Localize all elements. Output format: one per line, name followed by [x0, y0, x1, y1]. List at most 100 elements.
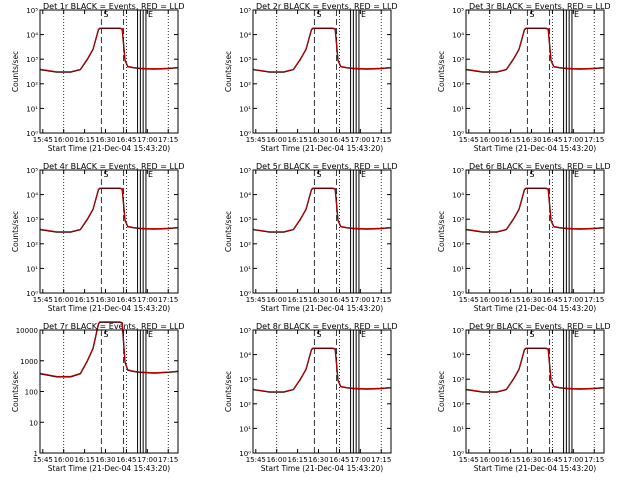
- series-line-lld: [39, 187, 179, 233]
- y-axis-label: Counts/sec: [11, 211, 20, 252]
- chart-title: Det 2r BLACK = Events, RED = LLD: [256, 2, 398, 11]
- y-tick-label: 10⁴: [26, 192, 38, 200]
- chart-title: Det 9r BLACK = Events, RED = LLD: [469, 322, 611, 331]
- y-tick-label: 10⁰: [452, 130, 464, 138]
- y-tick-label: 10⁰: [239, 130, 251, 138]
- series-line-events: [252, 347, 392, 393]
- plot-frame: [252, 329, 392, 454]
- end-marker: E: [361, 170, 366, 179]
- x-tick-label: 16:00: [54, 296, 74, 304]
- y-tick-label: 10²: [239, 81, 251, 89]
- series-line-events: [252, 27, 392, 73]
- x-tick-label: 17:00: [350, 456, 370, 464]
- plot-frame: [465, 329, 605, 454]
- x-tick-label: 16:00: [480, 456, 500, 464]
- x-tick-label: 16:30: [95, 456, 115, 464]
- end-marker: E: [574, 330, 579, 339]
- end-marker: E: [148, 170, 153, 179]
- series-line-events: [465, 187, 605, 233]
- x-tick-label: 16:30: [95, 296, 115, 304]
- x-axis-label: Start Time (21-Dec-04 15:43:20): [474, 464, 596, 473]
- x-tick-label: 15:45: [246, 456, 266, 464]
- x-tick-label: 17:00: [137, 296, 157, 304]
- x-tick-label: 16:00: [267, 296, 287, 304]
- y-tick-label: 10⁰: [452, 450, 464, 458]
- x-axis-label: Start Time (21-Dec-04 15:43:20): [474, 304, 596, 313]
- y-tick-label: 10: [29, 419, 38, 427]
- x-tick-label: 16:45: [116, 456, 136, 464]
- x-axis-label: Start Time (21-Dec-04 15:43:20): [261, 144, 383, 153]
- y-tick-label: 10⁴: [452, 192, 464, 200]
- x-tick-label: 16:45: [542, 136, 562, 144]
- y-tick-label: 10¹: [239, 425, 251, 433]
- x-tick-label: 17:15: [584, 456, 604, 464]
- x-tick-label: 17:15: [584, 296, 604, 304]
- x-axis-label: Start Time (21-Dec-04 15:43:20): [261, 464, 383, 473]
- x-tick-label: 16:15: [75, 456, 95, 464]
- y-tick-label: 10³: [452, 216, 464, 224]
- y-tick-label: 10⁰: [239, 290, 251, 298]
- y-tick-label: 1: [34, 450, 38, 458]
- plot-frame: [39, 329, 179, 454]
- x-tick-label: 17:00: [137, 456, 157, 464]
- x-tick-label: 15:45: [459, 136, 479, 144]
- y-tick-label: 10000: [16, 327, 38, 335]
- end-marker: E: [148, 330, 153, 339]
- x-tick-label: 16:00: [54, 456, 74, 464]
- x-tick-label: 16:15: [501, 296, 521, 304]
- y-tick-label: 10⁵: [239, 327, 251, 335]
- x-tick-label: 15:45: [459, 296, 479, 304]
- chart-title: Det 7r BLACK = Events, RED = LLD: [43, 322, 185, 331]
- x-axis-label: Start Time (21-Dec-04 15:43:20): [261, 304, 383, 313]
- x-tick-label: 17:15: [371, 296, 391, 304]
- start-marker: S: [529, 170, 534, 179]
- series-line-events: [465, 347, 605, 393]
- y-tick-label: 10²: [452, 81, 464, 89]
- y-tick-label: 10³: [452, 56, 464, 64]
- y-tick-label: 10²: [452, 401, 464, 409]
- y-tick-label: 1000: [20, 358, 38, 366]
- series-line-lld: [465, 187, 605, 233]
- x-tick-label: 16:00: [54, 136, 74, 144]
- y-axis-label: Counts/sec: [224, 211, 233, 252]
- x-tick-label: 17:15: [371, 456, 391, 464]
- y-tick-label: 10⁰: [452, 290, 464, 298]
- y-tick-label: 10⁴: [239, 32, 251, 40]
- x-tick-label: 15:45: [459, 456, 479, 464]
- y-tick-label: 10⁰: [239, 450, 251, 458]
- y-tick-label: 10⁵: [452, 167, 464, 175]
- y-tick-label: 10³: [452, 376, 464, 384]
- plot-frame: [252, 169, 392, 294]
- start-marker: S: [316, 170, 321, 179]
- end-marker: E: [361, 10, 366, 19]
- start-marker: S: [103, 170, 108, 179]
- x-tick-label: 15:45: [33, 296, 53, 304]
- y-tick-label: 10²: [452, 241, 464, 249]
- series-line-events: [39, 27, 179, 73]
- start-marker: S: [316, 330, 321, 339]
- y-tick-label: 10²: [26, 81, 38, 89]
- x-tick-label: 17:00: [563, 456, 583, 464]
- x-tick-label: 16:30: [308, 136, 328, 144]
- y-tick-label: 10¹: [239, 265, 251, 273]
- series-line-events: [252, 187, 392, 233]
- x-axis-label: Start Time (21-Dec-04 15:43:20): [474, 144, 596, 153]
- x-axis-label: Start Time (21-Dec-04 15:43:20): [48, 464, 170, 473]
- x-tick-label: 17:15: [158, 136, 178, 144]
- y-axis-label: Counts/sec: [11, 51, 20, 92]
- y-tick-label: 10⁴: [239, 352, 251, 360]
- x-tick-label: 15:45: [246, 136, 266, 144]
- x-tick-label: 15:45: [33, 456, 53, 464]
- start-marker: S: [316, 10, 321, 19]
- x-tick-label: 17:15: [158, 296, 178, 304]
- y-tick-label: 100: [25, 389, 38, 397]
- y-axis-label: Counts/sec: [224, 371, 233, 412]
- x-tick-label: 15:45: [246, 296, 266, 304]
